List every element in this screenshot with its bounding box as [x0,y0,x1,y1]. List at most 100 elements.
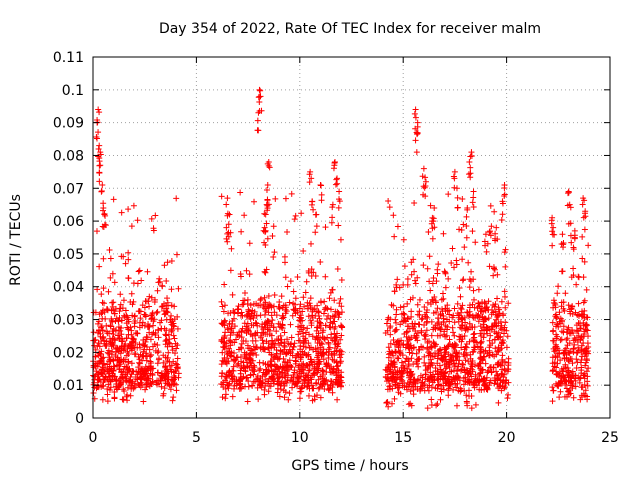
data-point [572,383,579,390]
data-point [282,310,289,317]
data-point [402,318,409,325]
data-point [226,211,233,218]
data-point [549,398,556,405]
data-point [312,336,319,343]
data-point [557,337,564,344]
data-point [302,344,309,351]
data-point [164,295,171,302]
data-point [386,204,393,211]
data-point [243,323,250,330]
data-point [396,384,403,391]
data-point [318,197,325,204]
data-point [307,295,314,302]
data-point [304,377,311,384]
data-point [480,308,487,315]
data-point [318,191,325,198]
data-point [494,348,501,355]
data-point [128,223,135,230]
data-point [242,338,249,345]
data-point [391,233,398,240]
data-point [497,382,504,389]
data-point [329,389,336,396]
data-point [121,313,128,320]
data-point [237,367,244,374]
data-point [400,236,407,243]
data-point [326,295,333,302]
data-point [550,367,557,374]
data-point [301,303,308,310]
data-point [116,314,123,321]
data-point [124,369,131,376]
data-point [497,333,504,340]
data-point [423,327,430,334]
data-point [472,401,479,408]
data-point [491,336,498,343]
data-point [437,396,444,403]
data-point [281,259,288,266]
data-point [492,345,499,352]
data-point [95,327,102,334]
data-point [438,296,445,303]
data-point [404,315,411,322]
y-tick-label: 0.09 [53,116,84,132]
data-point [582,350,589,357]
data-point [231,378,238,385]
data-point [171,350,178,357]
data-point [223,371,230,378]
data-point [504,333,511,340]
data-point [432,368,439,375]
data-point [388,349,395,356]
data-points [90,86,592,412]
data-point [561,349,568,356]
data-point [289,346,296,353]
data-point [163,316,170,323]
data-point [319,371,326,378]
data-point [140,336,147,343]
data-point [292,212,299,219]
data-point [466,320,473,327]
data-point [475,318,482,325]
data-point [234,332,241,339]
data-point [265,388,272,395]
data-point [224,326,231,333]
data-point [471,330,478,337]
data-point [255,396,262,403]
data-point [263,201,270,208]
data-point [107,337,114,344]
data-point [451,184,458,191]
data-point [316,340,323,347]
data-point [311,372,318,379]
data-point [501,184,508,191]
data-point [391,395,398,402]
data-point [222,395,229,402]
data-point [136,382,143,389]
data-point [291,216,298,223]
data-point [257,302,264,309]
data-point [580,274,587,281]
data-point [406,336,413,343]
data-point [337,347,344,354]
data-point [231,323,238,330]
data-point [549,242,556,249]
data-point [144,343,151,350]
data-point [393,284,400,291]
data-point [424,405,431,412]
data-point [315,385,322,392]
data-point [284,362,290,369]
data-point [265,309,272,316]
data-point [158,303,165,310]
data-point [219,357,226,364]
data-point [125,318,132,325]
data-point [288,190,295,197]
data-point [220,344,227,351]
data-point [482,360,489,367]
data-point [457,334,464,341]
data-point [451,340,458,347]
data-point [386,386,393,393]
data-point [319,341,326,348]
data-point [477,360,484,367]
data-point [322,224,329,231]
data-point [581,381,588,388]
data-point [146,303,153,310]
data-point [505,391,512,398]
